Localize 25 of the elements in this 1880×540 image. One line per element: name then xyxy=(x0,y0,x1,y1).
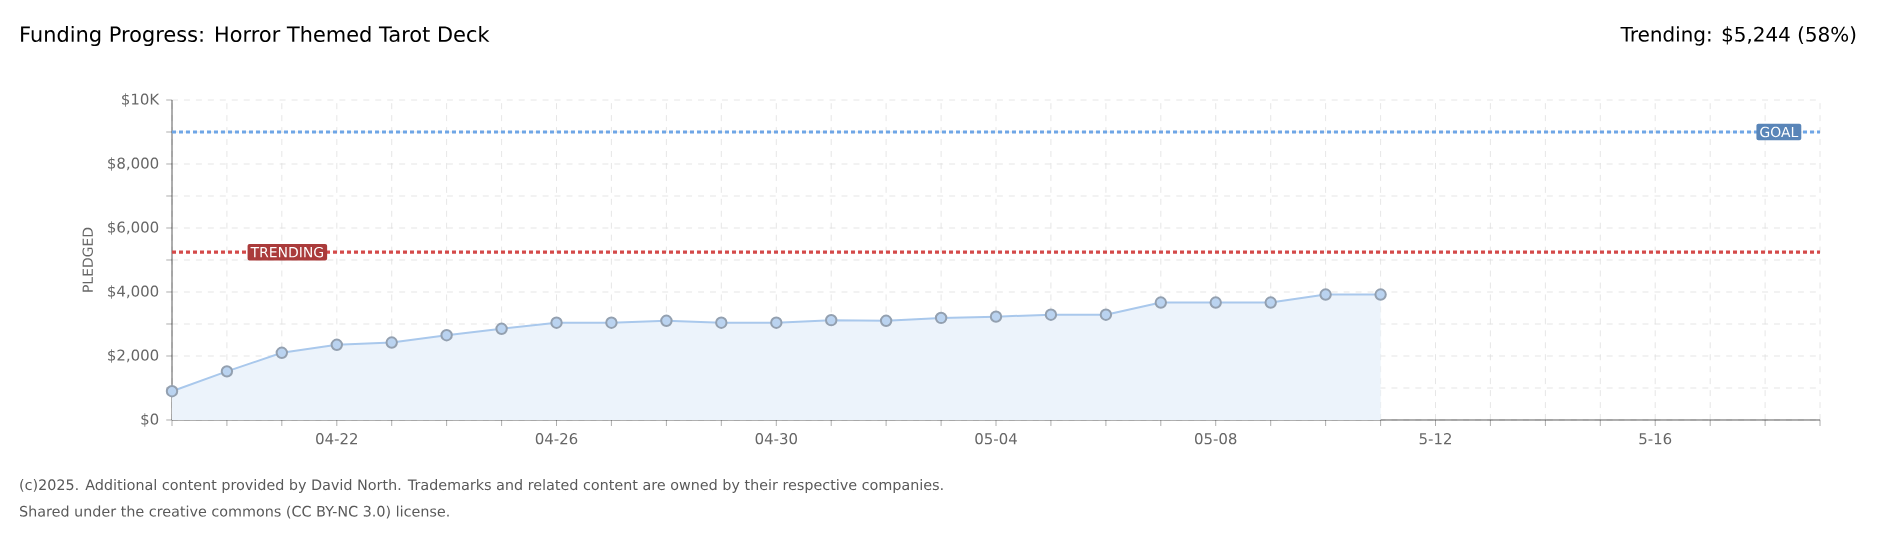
point xyxy=(1099,308,1113,321)
point xyxy=(825,313,838,327)
point xyxy=(165,385,179,398)
point xyxy=(879,314,893,327)
point xyxy=(385,336,398,349)
point xyxy=(1264,296,1277,309)
point xyxy=(605,316,618,329)
point xyxy=(1154,296,1168,309)
point xyxy=(715,316,728,329)
point xyxy=(989,310,1003,323)
point xyxy=(220,365,234,378)
point xyxy=(1209,296,1222,309)
point xyxy=(934,311,948,325)
point xyxy=(1319,288,1332,301)
point xyxy=(770,316,783,329)
point xyxy=(1044,308,1058,321)
point xyxy=(275,346,289,359)
point xyxy=(330,338,343,351)
point xyxy=(1374,288,1387,301)
point xyxy=(660,314,673,327)
point xyxy=(495,322,508,335)
chart-title: Funding Progress: Horror Themed Tarot Deck xyxy=(21,25,490,47)
point xyxy=(440,329,453,342)
chart-subtitle: Trending: $5,244 (58%) xyxy=(1620,26,1856,46)
point xyxy=(550,316,563,329)
